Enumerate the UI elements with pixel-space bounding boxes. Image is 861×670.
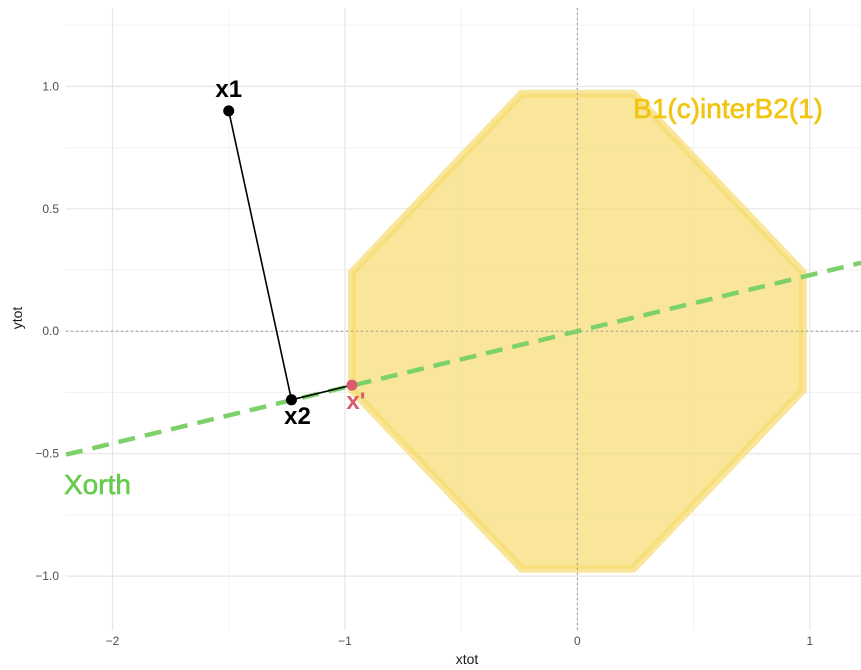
y-tick-label: −1.0 — [35, 569, 59, 583]
segment-layer — [227, 110, 353, 401]
data-point — [285, 394, 297, 406]
xorth-layer — [65, 260, 861, 457]
label-layer: x1 x2 x' B1(c)interB2(1) Xorth — [64, 76, 824, 500]
y-tick-label: −0.5 — [35, 447, 59, 461]
data-label: x2 — [284, 403, 311, 430]
xorth-line — [65, 260, 861, 457]
point-layer — [223, 105, 358, 406]
tick-layer: −2 −1 0 1 −1.0 −0.5 0.0 0.5 1.0 — [35, 79, 813, 648]
x-tick-label: 1 — [807, 634, 814, 648]
y-axis-title: ytot — [9, 307, 25, 330]
reference-lines — [66, 8, 861, 630]
region-label: B1(c)interB2(1) — [633, 93, 823, 124]
xorth-label: Xorth — [64, 469, 131, 500]
x-tick-label: −1 — [338, 634, 352, 648]
data-point — [223, 105, 235, 117]
data-point — [346, 379, 358, 391]
x-axis-title: xtot — [456, 651, 479, 667]
y-tick-label: 1.0 — [42, 79, 59, 93]
x-tick-label: −2 — [106, 634, 120, 648]
data-label: x' — [346, 388, 365, 415]
y-tick-label: 0.0 — [42, 324, 59, 338]
x-tick-label: 0 — [574, 634, 581, 648]
segment-line — [227, 110, 293, 400]
data-label: x1 — [215, 76, 242, 103]
y-tick-label: 0.5 — [42, 202, 59, 216]
segment-line — [291, 384, 353, 401]
